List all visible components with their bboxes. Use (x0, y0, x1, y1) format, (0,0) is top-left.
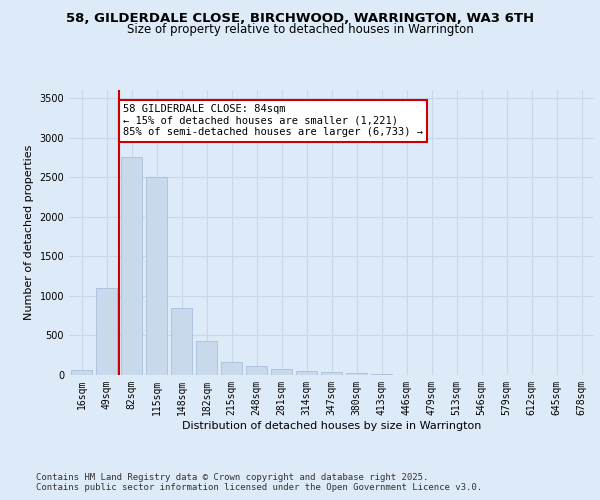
Bar (121, 158, 142, 375)
Bar (246, 366, 267, 375)
Text: 58 GILDERDALE CLOSE: 84sqm
← 15% of detached houses are smaller (1,221)
85% of s: 58 GILDERDALE CLOSE: 84sqm ← 15% of deta… (123, 104, 423, 138)
Bar (96, 288, 117, 375)
Bar (346, 374, 367, 375)
Bar (146, 177, 167, 375)
Text: 58, GILDERDALE CLOSE, BIRCHWOOD, WARRINGTON, WA3 6TH: 58, GILDERDALE CLOSE, BIRCHWOOD, WARRING… (66, 12, 534, 26)
Text: Contains public sector information licensed under the Open Government Licence v3: Contains public sector information licen… (36, 484, 482, 492)
Bar (271, 368, 292, 375)
Bar (171, 308, 192, 375)
X-axis label: Distribution of detached houses by size in Warrington: Distribution of detached houses by size … (182, 420, 481, 430)
Bar (371, 374, 392, 375)
Bar (196, 341, 217, 375)
Text: Contains HM Land Registry data © Crown copyright and database right 2025.: Contains HM Land Registry data © Crown c… (36, 472, 428, 482)
Bar (71, 370, 92, 375)
Bar (296, 371, 317, 375)
Y-axis label: Number of detached properties: Number of detached properties (24, 145, 34, 320)
Text: Size of property relative to detached houses in Warrington: Size of property relative to detached ho… (127, 22, 473, 36)
Bar (321, 372, 342, 375)
Bar (221, 362, 242, 375)
